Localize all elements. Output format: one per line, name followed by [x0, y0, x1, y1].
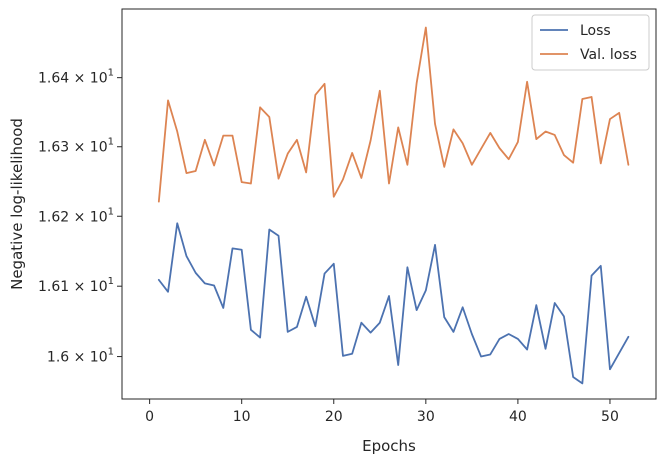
y-tick-label: 1.62 × 101: [38, 206, 114, 225]
x-tick-label: 40: [509, 409, 527, 425]
y-tick-label: 1.6 × 101: [47, 347, 114, 366]
x-tick-label: 20: [325, 409, 343, 425]
series-layer: [157, 26, 630, 385]
legend-label-val-loss: Val. loss: [580, 47, 637, 63]
legend-label-loss: Loss: [580, 23, 611, 39]
series-line-loss: [157, 222, 630, 385]
y-tick-label: 1.61 × 101: [38, 276, 114, 295]
x-axis: 0 10 20 30 40 50: [145, 399, 619, 425]
y-tick-label: 1.63 × 101: [38, 137, 114, 156]
x-tick-label: 0: [145, 409, 154, 425]
plot-frame: [121, 8, 657, 400]
y-axis-label: Negative log-likelihood: [8, 118, 26, 290]
x-tick-label: 50: [601, 409, 619, 425]
x-tick-label: 10: [233, 409, 251, 425]
legend-box: [531, 14, 650, 71]
x-tick-label: 30: [417, 409, 435, 425]
y-axis: 1.6 × 101 1.61 × 101 1.62 × 101 1.63 × 101 1…: [38, 68, 122, 366]
series-line-val-loss: [157, 26, 630, 203]
y-tick-label: 1.64 × 101: [38, 68, 114, 87]
x-axis-label: Epochs: [362, 437, 416, 455]
legend: Loss Val. loss: [531, 14, 650, 71]
